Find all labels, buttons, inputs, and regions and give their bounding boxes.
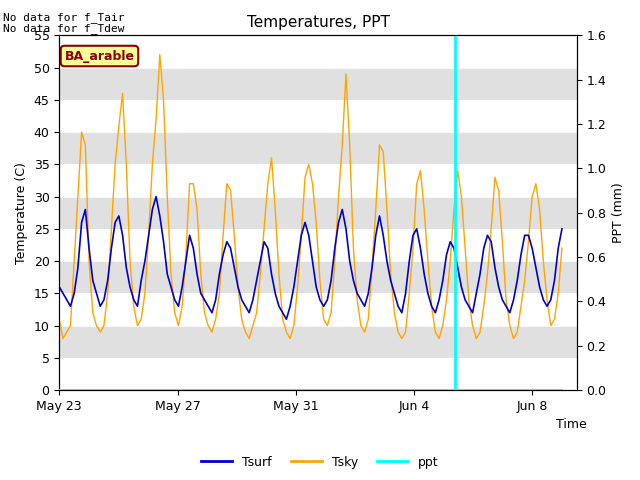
- X-axis label: Time: Time: [556, 419, 587, 432]
- Bar: [60, 325, 577, 358]
- Text: No data for f_Tair: No data for f_Tair: [3, 12, 125, 23]
- Y-axis label: Temperature (C): Temperature (C): [15, 162, 28, 264]
- Bar: [60, 68, 577, 100]
- Bar: [60, 197, 577, 229]
- Title: Temperatures, PPT: Temperatures, PPT: [246, 15, 389, 30]
- Bar: [60, 132, 577, 164]
- Y-axis label: PPT (mm): PPT (mm): [612, 182, 625, 243]
- Text: No data for f_Tdew: No data for f_Tdew: [3, 23, 125, 34]
- Text: BA_arable: BA_arable: [65, 49, 134, 62]
- Bar: [60, 261, 577, 293]
- Legend: Tsurf, Tsky, ppt: Tsurf, Tsky, ppt: [196, 451, 444, 474]
